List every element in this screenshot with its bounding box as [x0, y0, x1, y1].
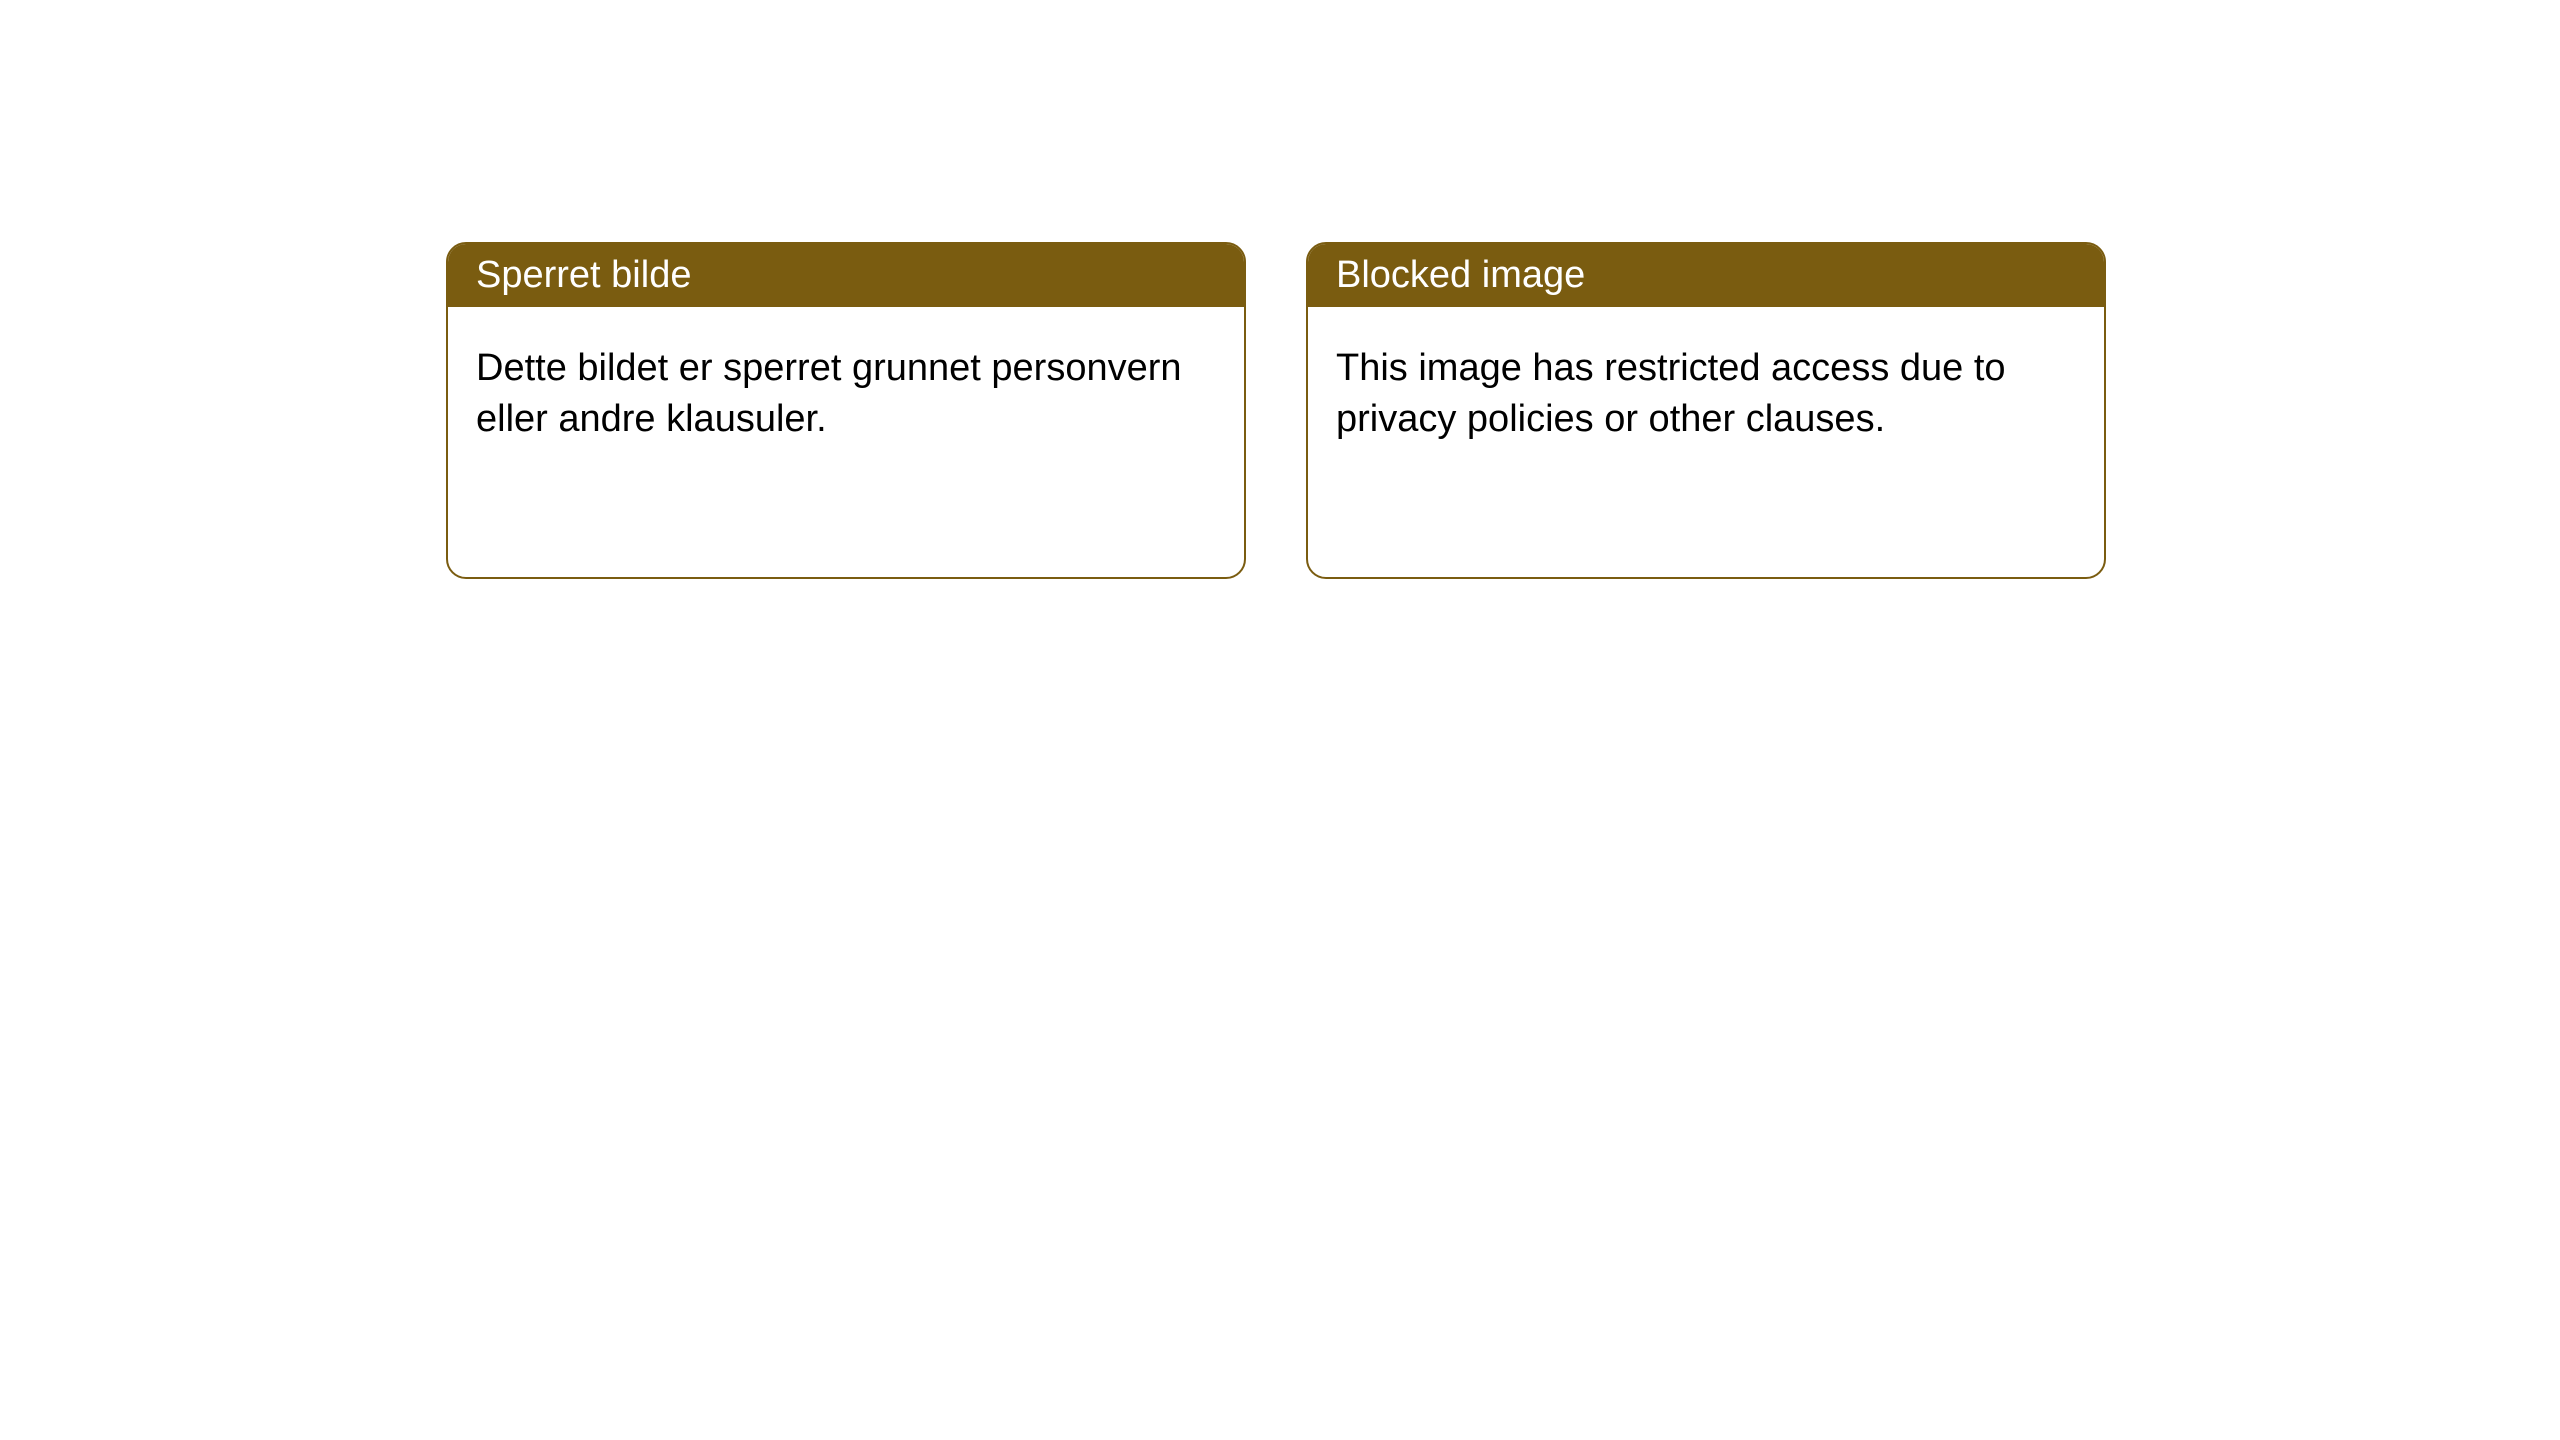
notice-title-no: Sperret bilde: [476, 254, 691, 296]
notice-box-no: Sperret bilde Dette bildet er sperret gr…: [446, 242, 1246, 579]
notice-title-en: Blocked image: [1336, 254, 1585, 296]
notice-body-no: Dette bildet er sperret grunnet personve…: [448, 307, 1244, 482]
notice-container: Sperret bilde Dette bildet er sperret gr…: [0, 0, 2560, 579]
notice-header-no: Sperret bilde: [448, 244, 1244, 307]
notice-text-no: Dette bildet er sperret grunnet personve…: [476, 347, 1182, 440]
notice-body-en: This image has restricted access due to …: [1308, 307, 2104, 482]
notice-header-en: Blocked image: [1308, 244, 2104, 307]
notice-text-en: This image has restricted access due to …: [1336, 347, 2006, 440]
notice-box-en: Blocked image This image has restricted …: [1306, 242, 2106, 579]
